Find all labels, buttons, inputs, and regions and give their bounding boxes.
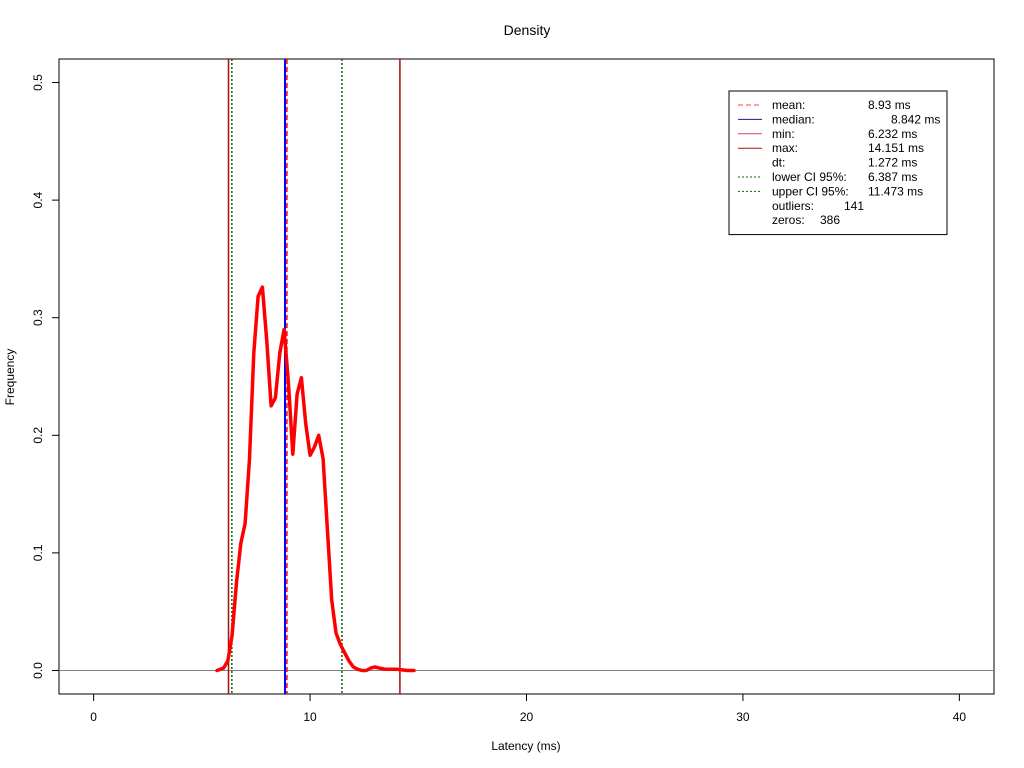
- legend-value: 386: [820, 213, 840, 227]
- y-tick-label: 0.3: [31, 309, 45, 326]
- y-tick-label: 0.2: [31, 427, 45, 444]
- y-tick-label: 0.5: [31, 74, 45, 91]
- legend-value: 6.387 ms: [868, 170, 917, 184]
- legend-label: mean:: [772, 98, 805, 112]
- legend-label: min:: [772, 127, 795, 141]
- legend-value: 141: [844, 199, 864, 213]
- y-tick-label: 0.4: [31, 191, 45, 208]
- legend-label: lower CI 95%:: [772, 170, 847, 184]
- legend-label: max:: [772, 141, 798, 155]
- legend-value: 11.473 ms: [868, 184, 923, 198]
- x-axis: 0 10 20 30 40: [90, 693, 967, 724]
- legend-label: upper CI 95%:: [772, 184, 849, 198]
- x-axis-title: Latency (ms): [491, 739, 560, 753]
- plot-area: [59, 59, 994, 694]
- y-axis: 0.0 0.1 0.2 0.3 0.4 0.5: [31, 74, 60, 679]
- x-tick-label: 30: [736, 710, 750, 724]
- legend-value: 6.232 ms: [868, 127, 917, 141]
- legend-label: zeros:: [772, 213, 805, 227]
- legend-label: dt:: [772, 156, 785, 170]
- legend-label: outliers:: [772, 199, 814, 213]
- y-axis-title: Frequency: [3, 349, 17, 406]
- y-tick-label: 0.0: [31, 662, 45, 679]
- density-curve: [215, 285, 416, 673]
- legend-box: [728, 90, 948, 236]
- legend-value: 8.842 ms: [891, 112, 940, 126]
- x-tick-label: 20: [520, 710, 534, 724]
- chart-title: Density: [504, 22, 551, 38]
- legend-value: 1.272 ms: [868, 156, 917, 170]
- legend-value: 14.151 ms: [868, 141, 924, 155]
- y-tick-label: 0.1: [31, 544, 45, 561]
- legend-label: median:: [772, 112, 815, 126]
- legend: mean: 8.93 ms median: 8.842 ms min: 6.232 ms m…: [728, 90, 948, 236]
- legend-value: 8.93 ms: [868, 98, 911, 112]
- x-tick-label: 40: [953, 710, 967, 724]
- x-tick-label: 10: [303, 710, 317, 724]
- x-tick-label: 0: [90, 710, 97, 724]
